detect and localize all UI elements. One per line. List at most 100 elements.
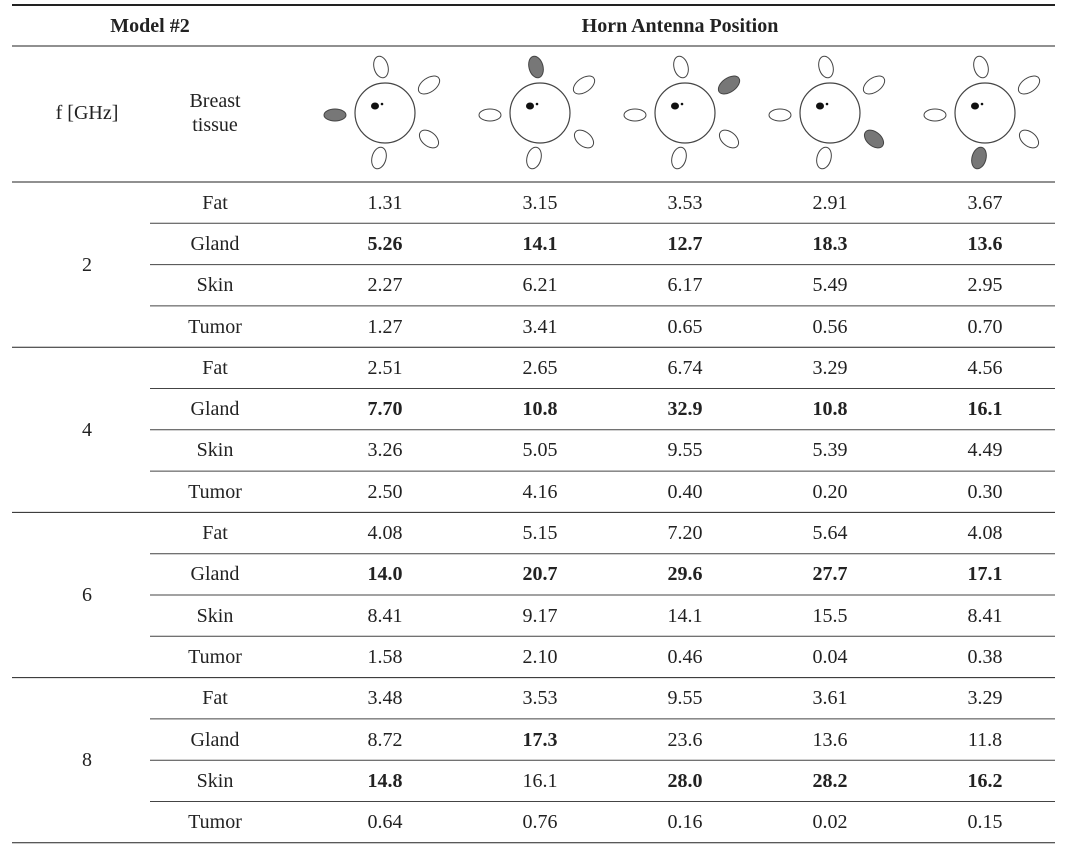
tumor-dot	[371, 103, 379, 110]
value-cell: 32.9	[668, 397, 703, 421]
value-cell: 5.39	[813, 438, 848, 462]
tumor-dot-small	[826, 103, 829, 106]
tissue-cell: Gland	[191, 562, 240, 586]
antenna	[671, 55, 690, 80]
antenna-icon	[479, 55, 598, 171]
value-cell: 0.76	[523, 810, 558, 834]
value-cell: 2.10	[523, 645, 558, 669]
antenna-icon	[624, 55, 743, 171]
value-cell: 3.61	[813, 686, 848, 710]
antenna	[526, 55, 545, 80]
value-cell: 16.2	[968, 769, 1003, 793]
value-cell: 3.15	[523, 191, 558, 215]
tissue-cell: Gland	[191, 397, 240, 421]
value-cell: 0.38	[968, 645, 1003, 669]
freq-header: f [GHz]	[56, 101, 119, 125]
tissue-cell: Tumor	[188, 810, 242, 834]
tumor-dot-small	[681, 103, 684, 106]
antenna	[669, 146, 688, 171]
value-cell: 1.27	[368, 315, 403, 339]
table-page: Model #2 Horn Antenna Position f [GHz] B…	[0, 0, 1065, 851]
antenna-icon	[324, 55, 443, 171]
value-cell: 10.8	[523, 397, 558, 421]
value-cell: 0.70	[968, 315, 1003, 339]
value-cell: 0.15	[968, 810, 1003, 834]
value-cell: 5.15	[523, 521, 558, 545]
value-cell: 4.08	[368, 521, 403, 545]
antenna	[371, 55, 390, 80]
value-cell: 9.17	[523, 604, 558, 628]
antenna	[415, 72, 443, 97]
value-cell: 2.91	[813, 191, 848, 215]
antenna-icon	[769, 55, 888, 171]
tissue-cell: Gland	[191, 232, 240, 256]
antenna	[969, 146, 988, 171]
antenna	[716, 127, 742, 152]
value-cell: 5.49	[813, 273, 848, 297]
value-cell: 1.58	[368, 645, 403, 669]
value-cell: 0.64	[368, 810, 403, 834]
antenna	[1015, 72, 1043, 97]
antenna	[860, 72, 888, 97]
breast-outline	[800, 83, 860, 143]
tumor-dot-small	[536, 103, 539, 106]
tumor-dot	[671, 103, 679, 110]
tissue-cell: Fat	[202, 686, 228, 710]
value-cell: 29.6	[668, 562, 703, 586]
value-cell: 10.8	[813, 397, 848, 421]
value-cell: 4.56	[968, 356, 1003, 380]
value-cell: 0.02	[813, 810, 848, 834]
antenna	[324, 109, 346, 121]
value-cell: 0.40	[668, 480, 703, 504]
value-cell: 7.20	[668, 521, 703, 545]
value-cell: 2.95	[968, 273, 1003, 297]
value-cell: 1.31	[368, 191, 403, 215]
value-cell: 8.41	[368, 604, 403, 628]
tissue-cell: Tumor	[188, 645, 242, 669]
value-cell: 14.0	[368, 562, 403, 586]
freq-cell: 2	[82, 253, 92, 277]
value-cell: 0.20	[813, 480, 848, 504]
value-cell: 2.50	[368, 480, 403, 504]
antenna	[416, 127, 442, 152]
value-cell: 4.08	[968, 521, 1003, 545]
value-cell: 5.05	[523, 438, 558, 462]
value-cell: 14.1	[523, 232, 558, 256]
value-cell: 0.30	[968, 480, 1003, 504]
tissue-cell: Skin	[197, 438, 234, 462]
breast-outline	[355, 83, 415, 143]
value-cell: 3.41	[523, 315, 558, 339]
model-header: Model #2	[110, 14, 189, 38]
tissue-header: Breast tissue	[175, 89, 255, 137]
value-cell: 20.7	[523, 562, 558, 586]
value-cell: 4.16	[523, 480, 558, 504]
value-cell: 3.53	[668, 191, 703, 215]
value-cell: 13.6	[813, 728, 848, 752]
value-cell: 3.29	[968, 686, 1003, 710]
value-cell: 17.3	[523, 728, 558, 752]
antenna	[816, 55, 835, 80]
antenna	[1016, 127, 1042, 152]
antenna	[570, 72, 598, 97]
value-cell: 3.67	[968, 191, 1003, 215]
table-lines	[0, 0, 1065, 851]
antenna	[369, 146, 388, 171]
value-cell: 3.26	[368, 438, 403, 462]
tumor-dot-small	[981, 103, 984, 106]
antenna	[524, 146, 543, 171]
freq-cell: 8	[82, 748, 92, 772]
breast-outline	[655, 83, 715, 143]
value-cell: 14.8	[368, 769, 403, 793]
value-cell: 3.29	[813, 356, 848, 380]
tissue-cell: Skin	[197, 769, 234, 793]
value-cell: 3.53	[523, 686, 558, 710]
tissue-cell: Gland	[191, 728, 240, 752]
value-cell: 2.51	[368, 356, 403, 380]
value-cell: 3.48	[368, 686, 403, 710]
tissue-cell: Tumor	[188, 315, 242, 339]
value-cell: 16.1	[523, 769, 558, 793]
freq-cell: 4	[82, 418, 92, 442]
freq-cell: 6	[82, 583, 92, 607]
value-cell: 9.55	[668, 686, 703, 710]
value-cell: 16.1	[968, 397, 1003, 421]
